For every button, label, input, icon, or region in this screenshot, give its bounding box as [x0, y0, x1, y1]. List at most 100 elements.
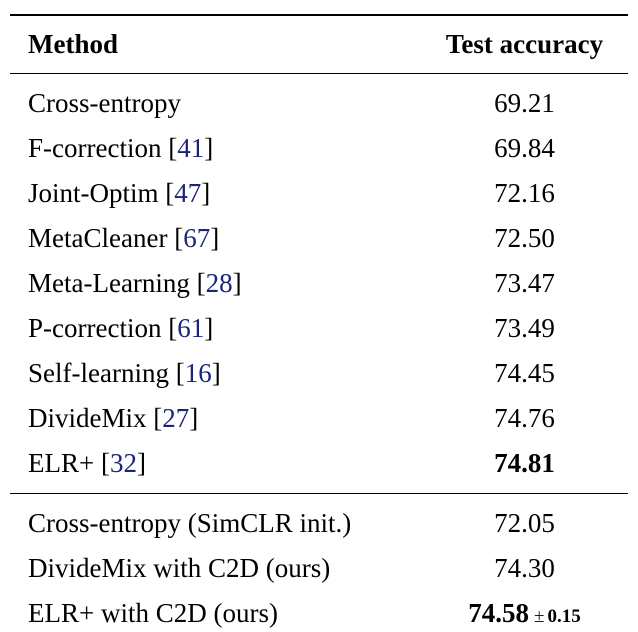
citation-bracket-open: [ — [153, 403, 163, 433]
table-row: Joint-Optim [47] 72.16 — [10, 171, 628, 216]
table-row: ELR+ [32] 74.81 — [10, 441, 628, 494]
citation-link[interactable]: 16 — [184, 358, 212, 388]
method-cell: ELR+ with C2D (ours) — [10, 591, 421, 632]
results-table: Method Test accuracy Cross-entropy 69.21… — [10, 14, 628, 632]
table-row: P-correction [61] 73.49 — [10, 306, 628, 351]
plus-minus-sign: ± — [534, 606, 545, 627]
method-cell: Self-learning [16] — [10, 351, 421, 396]
method-label: P-correction — [28, 313, 162, 343]
table-row: MetaCleaner [67] 72.50 — [10, 216, 628, 261]
citation: [27] — [147, 403, 199, 433]
std-value: 0.15 — [547, 606, 581, 627]
accuracy-cell: 74.58 ±0.15 — [421, 591, 628, 632]
method-cell: Cross-entropy (SimCLR init.) — [10, 494, 421, 547]
column-header-method: Method — [28, 29, 118, 59]
citation-bracket-close: ] — [232, 268, 242, 298]
accuracy-value: 69.84 — [494, 133, 555, 163]
method-label: Meta-Learning — [28, 268, 190, 298]
method-cell: MetaCleaner [67] — [10, 216, 421, 261]
citation-bracket-open: [ — [168, 133, 178, 163]
ours-methods-section: Cross-entropy (SimCLR init.) 72.05 Divid… — [10, 494, 628, 632]
table-row: Cross-entropy 69.21 — [10, 74, 628, 127]
accuracy-value: 69.21 — [494, 88, 555, 118]
method-cell: F-correction [41] — [10, 126, 421, 171]
citation: [47] — [159, 178, 211, 208]
citation-link[interactable]: 47 — [174, 178, 202, 208]
method-label: Cross-entropy — [28, 88, 181, 118]
table-row: DivideMix with C2D (ours) 74.30 — [10, 546, 628, 591]
citation: [28] — [190, 268, 242, 298]
method-cell: DivideMix [27] — [10, 396, 421, 441]
method-label: ELR+ — [28, 448, 95, 478]
accuracy-value: 73.47 — [494, 268, 555, 298]
accuracy-std-suffix: ±0.15 — [534, 606, 581, 627]
accuracy-value: 74.58 — [468, 598, 530, 628]
accuracy-cell: 72.05 — [421, 494, 628, 547]
citation-bracket-close: ] — [204, 313, 214, 343]
citation-bracket-open: [ — [165, 178, 175, 208]
table-header: Method Test accuracy — [10, 15, 628, 74]
citation-link[interactable]: 27 — [162, 403, 190, 433]
citation-link[interactable]: 32 — [109, 448, 137, 478]
method-cell: Joint-Optim [47] — [10, 171, 421, 216]
citation: [32] — [94, 448, 146, 478]
accuracy-value: 74.45 — [494, 358, 555, 388]
citation: [16] — [169, 358, 221, 388]
accuracy-value: 72.16 — [494, 178, 555, 208]
column-header-test-accuracy: Test accuracy — [445, 29, 604, 59]
citation-bracket-open: [ — [196, 268, 206, 298]
method-label: MetaCleaner — [28, 223, 168, 253]
method-label: Joint-Optim — [28, 178, 159, 208]
prior-methods-section: Cross-entropy 69.21 F-correction [41] 69… — [10, 74, 628, 494]
accuracy-value: 72.50 — [494, 223, 555, 253]
table-row: DivideMix [27] 74.76 — [10, 396, 628, 441]
method-label: Self-learning — [28, 358, 169, 388]
accuracy-cell: 73.49 — [421, 306, 628, 351]
method-label: Cross-entropy (SimCLR init.) — [28, 508, 352, 538]
method-cell: Meta-Learning [28] — [10, 261, 421, 306]
header-row: Method Test accuracy — [10, 15, 628, 74]
accuracy-cell: 74.76 — [421, 396, 628, 441]
accuracy-cell: 73.47 — [421, 261, 628, 306]
accuracy-value: 74.30 — [494, 553, 555, 583]
accuracy-value: 74.76 — [494, 403, 555, 433]
method-cell: DivideMix with C2D (ours) — [10, 546, 421, 591]
table-row: ELR+ with C2D (ours) 74.58 ±0.15 — [10, 591, 628, 632]
citation-link[interactable]: 28 — [205, 268, 233, 298]
citation-bracket-close: ] — [204, 133, 214, 163]
method-label: ELR+ with C2D (ours) — [28, 598, 278, 628]
citation-bracket-open: [ — [100, 448, 110, 478]
table-row: Cross-entropy (SimCLR init.) 72.05 — [10, 494, 628, 547]
method-cell: ELR+ [32] — [10, 441, 421, 494]
accuracy-value: 73.49 — [494, 313, 555, 343]
method-cell: P-correction [61] — [10, 306, 421, 351]
citation: [67] — [167, 223, 219, 253]
citation-bracket-close: ] — [201, 178, 211, 208]
citation-link[interactable]: 41 — [177, 133, 205, 163]
citation-bracket-close: ] — [189, 403, 199, 433]
accuracy-cell: 72.50 — [421, 216, 628, 261]
accuracy-cell: 69.21 — [421, 74, 628, 127]
accuracy-cell: 74.45 — [421, 351, 628, 396]
citation-link[interactable]: 61 — [177, 313, 205, 343]
citation-bracket-open: [ — [168, 313, 178, 343]
method-cell: Cross-entropy — [10, 74, 421, 127]
citation-link[interactable]: 67 — [183, 223, 211, 253]
table-row: Self-learning [16] 74.45 — [10, 351, 628, 396]
accuracy-cell: 74.81 — [421, 441, 628, 494]
method-label: DivideMix with C2D (ours) — [28, 553, 331, 583]
citation-bracket-close: ] — [136, 448, 146, 478]
accuracy-value: 74.81 — [494, 448, 555, 478]
citation-bracket-open: [ — [174, 223, 184, 253]
method-label: F-correction — [28, 133, 162, 163]
table-row: F-correction [41] 69.84 — [10, 126, 628, 171]
method-label: DivideMix — [28, 403, 147, 433]
citation-bracket-open: [ — [175, 358, 185, 388]
citation-bracket-close: ] — [210, 223, 220, 253]
accuracy-value: 72.05 — [494, 508, 555, 538]
table-row: Meta-Learning [28] 73.47 — [10, 261, 628, 306]
citation: [41] — [161, 133, 213, 163]
accuracy-cell: 74.30 — [421, 546, 628, 591]
accuracy-cell: 69.84 — [421, 126, 628, 171]
